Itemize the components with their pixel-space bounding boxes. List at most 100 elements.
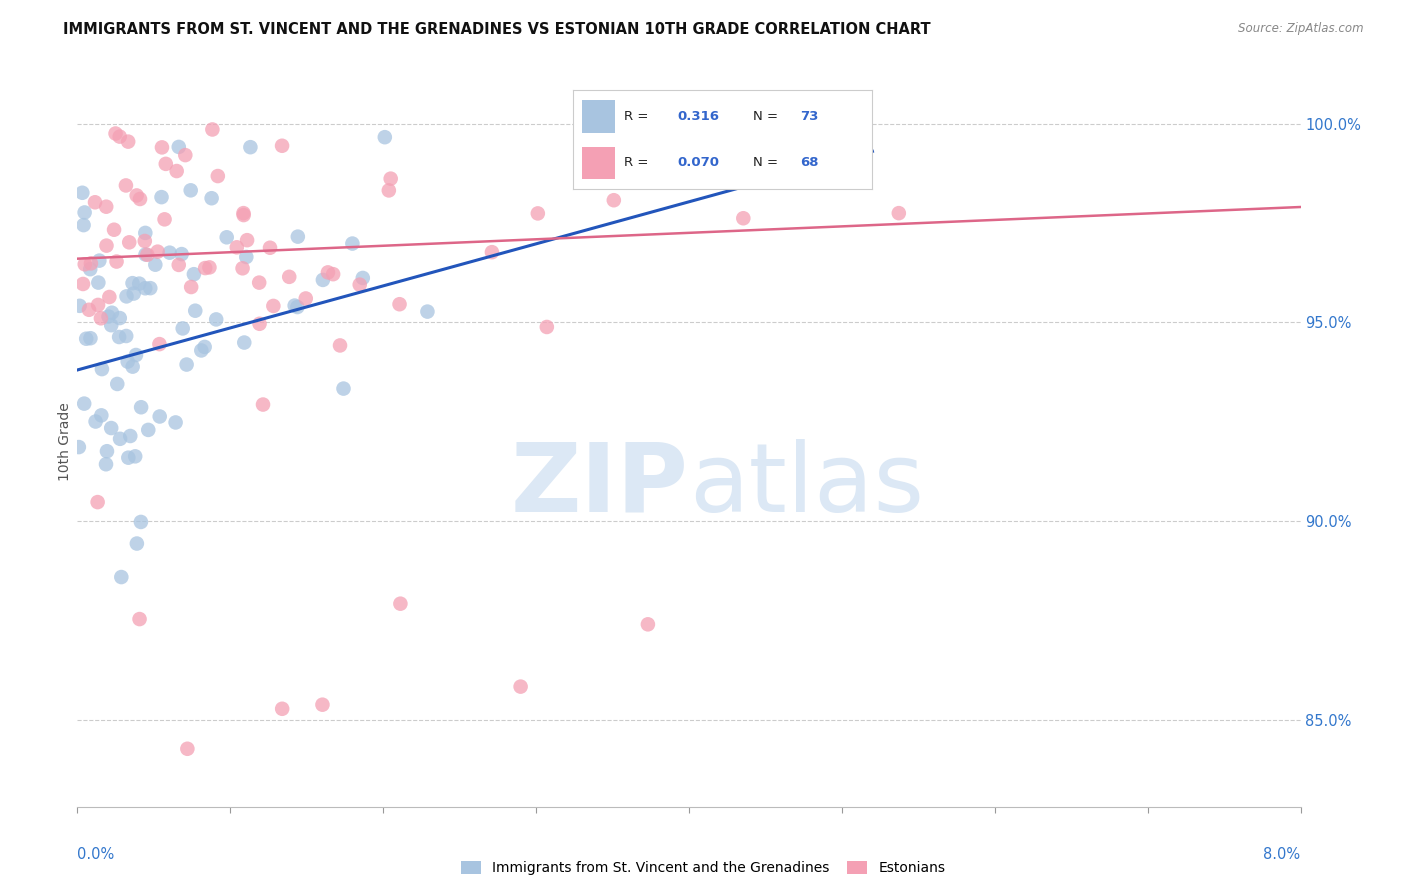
Point — [80, 256, 103, 270]
Point — [271, 138, 294, 153]
Legend: Immigrants from St. Vincent and the Grenadines, Estonians: Immigrants from St. Vincent and the Gren… — [456, 855, 950, 880]
Point — [278, 269, 301, 284]
Text: ZIP: ZIP — [510, 439, 689, 532]
Point — [124, 450, 146, 464]
Point — [509, 680, 531, 694]
Point — [380, 171, 402, 186]
Point — [87, 298, 110, 312]
Point — [388, 297, 411, 311]
Point — [527, 206, 550, 220]
Point — [183, 267, 205, 281]
Y-axis label: 10th Grade: 10th Grade — [58, 402, 72, 481]
Point — [94, 457, 117, 471]
Point — [134, 226, 156, 240]
Point — [194, 261, 217, 276]
Point — [89, 253, 111, 268]
Point — [180, 183, 202, 197]
Point — [259, 241, 281, 255]
Point — [90, 311, 112, 326]
Point — [170, 247, 193, 261]
Point — [235, 250, 257, 264]
Point — [117, 135, 139, 149]
Point — [110, 570, 132, 584]
Point — [77, 302, 100, 317]
Point — [87, 276, 110, 290]
Point — [129, 401, 152, 415]
Point — [232, 261, 254, 276]
Point — [125, 536, 148, 550]
Point — [271, 702, 294, 716]
Point — [167, 140, 190, 154]
Point — [294, 292, 316, 306]
Point — [108, 129, 131, 144]
Point — [117, 354, 139, 368]
Point — [249, 317, 271, 331]
Point — [207, 169, 229, 183]
Point — [332, 382, 354, 396]
Point — [73, 257, 96, 271]
Point — [115, 178, 138, 193]
Point — [201, 191, 224, 205]
Point — [128, 277, 150, 291]
Point — [194, 340, 217, 354]
Point — [159, 245, 181, 260]
Point — [225, 240, 247, 254]
Point — [150, 140, 173, 154]
Point — [129, 515, 152, 529]
Point — [67, 440, 90, 454]
Text: Source: ZipAtlas.com: Source: ZipAtlas.com — [1239, 22, 1364, 36]
Point — [143, 258, 166, 272]
Point — [150, 190, 173, 204]
Point — [352, 271, 374, 285]
Point — [97, 310, 120, 324]
Point — [69, 299, 91, 313]
Point — [232, 206, 254, 220]
Point — [108, 432, 131, 446]
Point — [329, 338, 352, 352]
Point — [108, 311, 131, 326]
Point — [136, 423, 159, 437]
Point — [115, 289, 138, 303]
Point — [134, 281, 156, 295]
Point — [72, 186, 94, 200]
Point — [75, 332, 97, 346]
Point — [84, 195, 107, 210]
Point — [105, 254, 128, 268]
Point — [262, 299, 284, 313]
Point — [86, 495, 108, 509]
Point — [637, 617, 659, 632]
Point — [155, 157, 177, 171]
Point — [117, 450, 139, 465]
Point — [134, 234, 156, 248]
Point — [96, 444, 118, 458]
Point — [73, 396, 96, 410]
Point — [174, 148, 197, 162]
Point — [342, 236, 364, 251]
Point — [172, 321, 194, 335]
Point — [166, 164, 188, 178]
Point — [232, 208, 254, 222]
Point — [96, 238, 118, 252]
Point — [887, 206, 910, 220]
Point — [115, 329, 138, 343]
Point — [285, 300, 308, 314]
Point — [104, 127, 127, 141]
Point — [190, 343, 212, 358]
Point — [120, 429, 142, 443]
Point — [128, 612, 150, 626]
Point — [233, 335, 256, 350]
Point — [247, 276, 270, 290]
Point — [73, 205, 96, 219]
Point — [322, 267, 344, 281]
Point — [205, 312, 228, 326]
Point — [118, 235, 141, 250]
Point — [90, 409, 112, 423]
Point — [349, 277, 371, 292]
Point — [416, 304, 439, 318]
Point — [180, 280, 202, 294]
Point — [481, 245, 503, 260]
Point — [129, 192, 152, 206]
Point — [98, 290, 121, 304]
Point — [103, 223, 125, 237]
Point — [125, 188, 148, 202]
